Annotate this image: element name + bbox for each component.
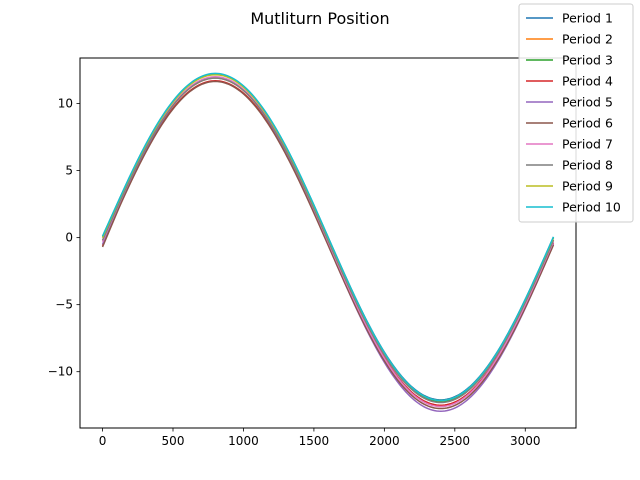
legend-entry-label: Period 2	[562, 32, 613, 47]
legend-entry-label: Period 3	[562, 53, 613, 68]
x-tick-label: 500	[162, 434, 185, 448]
legend-entry-label: Period 5	[562, 95, 613, 110]
y-tick-label: −5	[55, 298, 73, 312]
x-tick-label: 0	[99, 434, 107, 448]
legend-entry-label: Period 7	[562, 137, 613, 152]
x-tick-label: 2500	[440, 434, 471, 448]
x-tick-label: 1000	[228, 434, 259, 448]
series-line-period-6	[101, 80, 555, 410]
legend-entry-label: Period 8	[562, 158, 613, 173]
plot-frame	[79, 57, 577, 429]
legend-entry-label: Period 4	[562, 74, 613, 89]
legend-entry-label: Period 10	[562, 200, 621, 215]
y-tick-label: 5	[65, 164, 73, 178]
series-layer	[101, 72, 555, 412]
series-line-period-8	[101, 77, 555, 404]
x-tick-label: 2000	[369, 434, 400, 448]
y-tick-label: 0	[65, 231, 73, 245]
chart-title: Mutliturn Position	[250, 9, 389, 28]
legend-entry-label: Period 9	[562, 179, 613, 194]
legend-box	[518, 3, 634, 223]
legend-entry-label: Period 1	[562, 11, 613, 26]
legend: Period 1 Period 2 Period 3 Period 4 Period 5…	[518, 3, 634, 223]
legend-entry-label: Period 6	[562, 116, 613, 131]
x-tick-label: 1500	[299, 434, 330, 448]
x-tick-label: 3000	[510, 434, 541, 448]
y-tick-label: −10	[48, 365, 73, 379]
axis-layer: 0 500 1000 1500 2000 2500 3000 −10 −5 0 5 10	[48, 97, 541, 448]
series-line-period-10	[101, 72, 555, 402]
y-tick-label: 10	[58, 97, 73, 111]
